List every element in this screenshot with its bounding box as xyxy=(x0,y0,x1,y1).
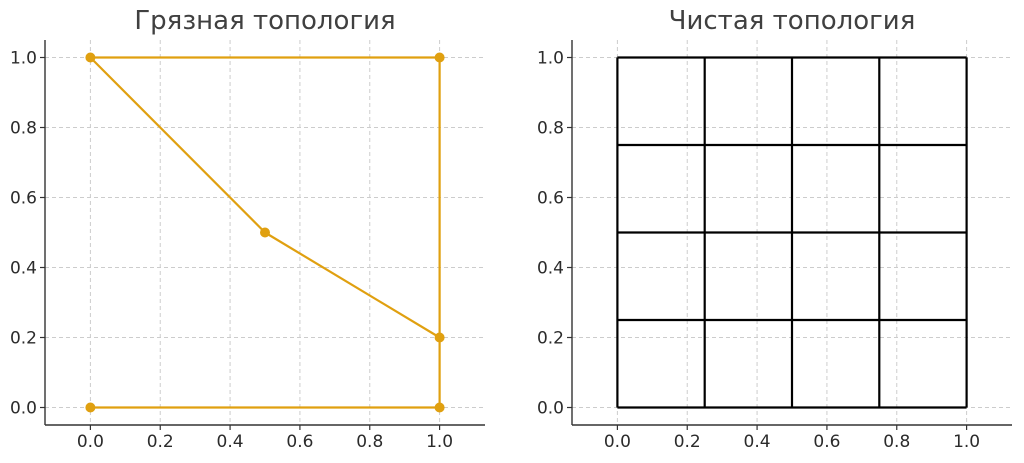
x-tick-label: 0.0 xyxy=(77,432,104,452)
y-tick-label: 0.6 xyxy=(10,189,37,209)
x-tick-label: 0.4 xyxy=(744,432,771,452)
x-tick-label: 0.2 xyxy=(147,432,174,452)
x-tick-label: 0.8 xyxy=(356,432,383,452)
x-tick-label: 0.4 xyxy=(217,432,244,452)
x-tick-label: 0.8 xyxy=(883,432,910,452)
data-point xyxy=(85,52,96,63)
y-tick-label: 0.8 xyxy=(537,119,564,139)
x-tick-label: 1.0 xyxy=(953,432,980,452)
y-tick-label: 0.0 xyxy=(10,399,37,419)
data-point xyxy=(434,332,445,343)
x-tick-label: 0.6 xyxy=(286,432,313,452)
chart-clean-topology: Чистая топология 0.0 0.2 0.4 0.6 0.8 1.0 0.0 0.… xyxy=(537,6,1012,452)
chart-dirty-topology: Грязная топология 0.0 0.2 0.4 0.6 0.8 1.0 0.0 0… xyxy=(10,6,485,452)
y-tick-label: 1.0 xyxy=(537,49,564,69)
data-point xyxy=(85,402,96,413)
chart-title: Грязная топология xyxy=(134,6,395,36)
y-tick-label: 1.0 xyxy=(10,49,37,69)
data-point xyxy=(260,227,270,238)
y-tick-label: 0.2 xyxy=(10,329,37,349)
y-tick-label: 0.2 xyxy=(537,329,564,349)
x-tick-label: 0.6 xyxy=(813,432,840,452)
y-tick-label: 0.4 xyxy=(10,259,37,279)
data-point xyxy=(434,402,445,413)
y-tick-label: 0.0 xyxy=(537,399,564,419)
y-tick-label: 0.4 xyxy=(537,259,564,279)
y-tick-label: 0.8 xyxy=(10,119,37,139)
chart-title: Чистая топология xyxy=(669,6,916,36)
x-tick-label: 1.0 xyxy=(426,432,453,452)
x-tick-label: 0.2 xyxy=(674,432,701,452)
y-tick-label: 0.6 xyxy=(537,189,564,209)
data-point xyxy=(434,52,445,63)
x-tick-label: 0.0 xyxy=(604,432,631,452)
